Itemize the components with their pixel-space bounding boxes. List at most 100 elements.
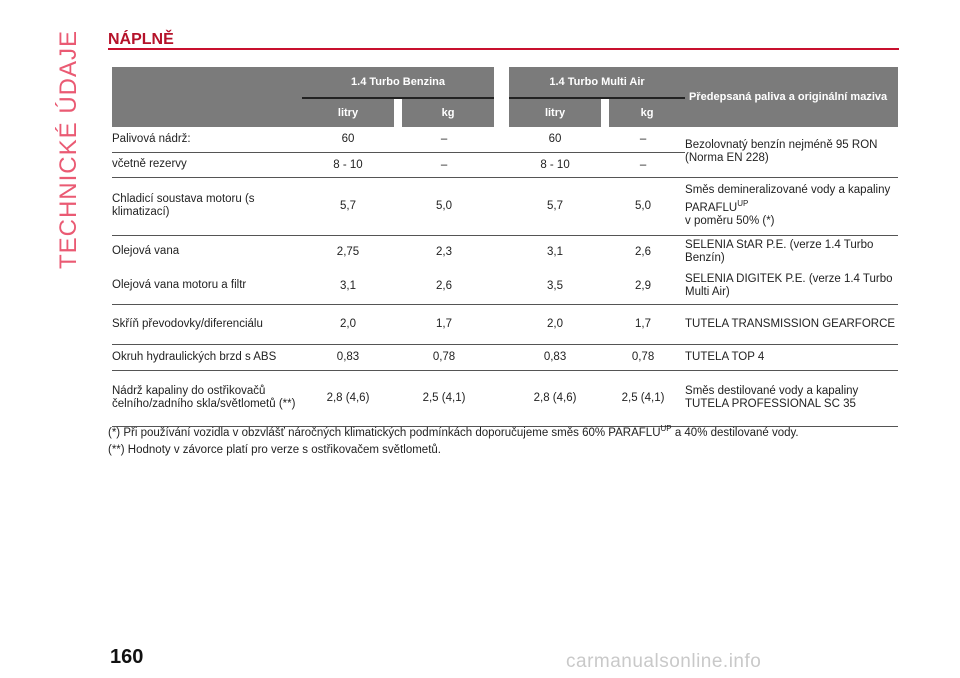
cell-kg: 2,5 (4,1) [621,392,665,404]
engine-values: 8 - 10 – [302,159,494,171]
table-row: Olejová vana 2,75 2,3 3,1 2,6 SELENIA StAR… [112,235,898,268]
cell-value: 2,8 (4,6) 2,5 (4,1) [302,370,495,427]
cell-value: 60 – [509,127,686,153]
header-row-units: litry kg litry kg [112,97,898,127]
cell-kg: 5,0 [635,200,652,212]
cell-value: 3,1 2,6 [302,268,495,305]
row-label: Okruh hydraulických brzd s ABS [112,344,302,371]
engine-values: 60 – [302,133,494,145]
cell-kg: 0,78 [631,351,655,363]
watermark: carmanualsonline.info [566,651,762,672]
cell-empty [494,344,510,371]
cell-value: 2,75 2,3 [302,235,494,268]
cell-litry: 8 - 10 [333,158,363,171]
cell-value: 8 - 10 – [509,152,686,178]
table-row: Chladicí soustava motoru (s klimatizací)… [112,177,899,236]
header-fuel-column: Předepsaná paliva a originální maziva [685,67,899,127]
cell-litry: 0,83 [336,351,360,363]
cell-value: 0,83 0,78 [302,344,495,371]
coolant-note-ratio: v poměru 50% (*) [685,214,775,227]
cell-value: 3,5 2,9 [509,268,686,305]
coolant-note: Směs demineralizované vody a kapaliny PA… [685,177,899,236]
cell-kg: 0,78 [432,351,456,363]
engine-values: 2,0 1,7 [302,318,494,330]
cell-kg: 1,7 [635,318,652,330]
row-label: včetně rezervy [112,152,302,178]
footnote-1-text: (*) Při používání vozidla v obzvlášť nár… [108,426,661,439]
cell-litry: 2,0 [340,318,356,330]
fuel-note: Bezolovnatý benzín nejméně 95 RON (Norma… [685,127,899,178]
row-label: Olejová vana motoru a filtr [112,268,302,305]
engine-values: 0,83 0,78 [509,351,685,363]
engine-values: 0,83 0,78 [302,351,494,363]
header-gap [494,67,510,127]
table-row: včetně rezervy 8 - 10 – 8 - 10 – [112,152,898,178]
coolant-note-sup: UP [737,199,749,209]
header-blank [112,67,302,127]
header-gap-2 [601,97,610,127]
side-chapter-title: TECHNICKÉ ÚDAJE [52,30,86,269]
cell-litry: 3,1 [340,279,356,292]
cell-value: 5,7 5,0 [509,177,686,236]
row-label: Chladicí soustava motoru (s klimatizací) [112,177,302,236]
engine-values: 2,8 (4,6) 2,5 (4,1) [302,392,494,404]
footnote-2: (**) Hodnoty v závorce platí pro verze s… [108,444,441,456]
cell-kg: – [440,133,448,146]
engine-values: 3,5 2,9 [509,280,685,292]
cell-kg: 2,5 (4,1) [422,392,466,404]
row-label: Nádrž kapaliny do ostřikovačů čelního/za… [112,370,302,427]
gearbox-note: TUTELA TRANSMISSION GEARFORCE [685,304,899,345]
section-title: NÁPLNĚ [108,31,174,48]
header-row-engines: 1.4 Turbo Benzina 1.4 Turbo Multi Air Př… [112,67,899,127]
cell-kg: 1,7 [436,318,453,330]
engine-values: 2,8 (4,6) 2,5 (4,1) [509,392,685,404]
cell-litry: 0,83 [543,351,567,363]
cell-litry: 8 - 10 [540,158,570,171]
cell-kg: 2,6 [436,279,453,292]
cell-empty [494,127,510,153]
engine-values: 2,75 2,3 [302,246,494,258]
cell-value: 8 - 10 – [302,152,495,178]
footnote-1-end: a 40% destilované vody. [671,426,799,439]
brake-note: TUTELA TOP 4 [685,344,899,371]
cell-empty [494,304,510,345]
engine-values: 60 – [509,133,685,145]
row-label: Palivová nádrž: [112,127,302,153]
side-chapter-title-text: TECHNICKÉ ÚDAJE [55,30,82,270]
table-row: Okruh hydraulických brzd s ABS 0,83 0,78 … [112,344,899,371]
engine-values: 3,1 2,6 [302,280,494,292]
header-litry-1: litry [302,97,394,127]
footnote-1: (*) Při používání vozidla v obzvlášť nár… [108,424,799,439]
cell-empty [494,235,509,268]
cell-litry: 60 [341,133,355,146]
oil-note-1: SELENIA StAR P.E. (verze 1.4 Turbo Benzí… [685,238,874,264]
cell-value: 60 – [302,127,495,153]
header-gap-1 [394,97,402,127]
table-row: Nádrž kapaliny do ostřikovačů čelního/za… [112,370,899,427]
cell-litry: 5,7 [340,200,356,212]
table-row: Olejová vana motoru a filtr 3,1 2,6 3,5 2,… [112,268,899,305]
row-label: Olejová vana [112,245,180,258]
oil-note-2: SELENIA DIGITEK P.E. (verze 1.4 Turbo Mu… [685,268,899,305]
cell-litry: 2,8 (4,6) [326,392,370,404]
engine-values: 8 - 10 – [509,159,685,171]
cell-kg: – [639,158,647,171]
cell-litry: 2,8 (4,6) [533,392,577,404]
cell-value: 3,1 2,6 [509,235,685,268]
header-engine-2: 1.4 Turbo Multi Air [509,67,686,98]
cell-kg: – [639,133,647,146]
table-row: Skříň převodovky/diferenciálu 2,0 1,7 2,0… [112,304,899,345]
cell-value: 5,7 5,0 [302,177,495,236]
cell-empty [494,268,510,305]
washer-note: Směs destilované vody a kapaliny TUTELA … [685,370,899,427]
engine-values: 3,1 2,6 [509,246,685,258]
table-row: Palivová nádrž: 60 – 60 – Bezolovnatý benz… [112,127,899,178]
header-kg-1: kg [402,97,495,127]
cell-kg: – [440,158,448,171]
cell-value: 2,0 1,7 [509,304,686,345]
cell-litry: 3,1 [547,245,564,258]
engine-values: 5,7 5,0 [509,200,685,212]
cell-value: 0,83 0,78 [509,344,686,371]
cell-litry: 60 [548,133,562,146]
engine-values: 2,0 1,7 [509,318,685,330]
